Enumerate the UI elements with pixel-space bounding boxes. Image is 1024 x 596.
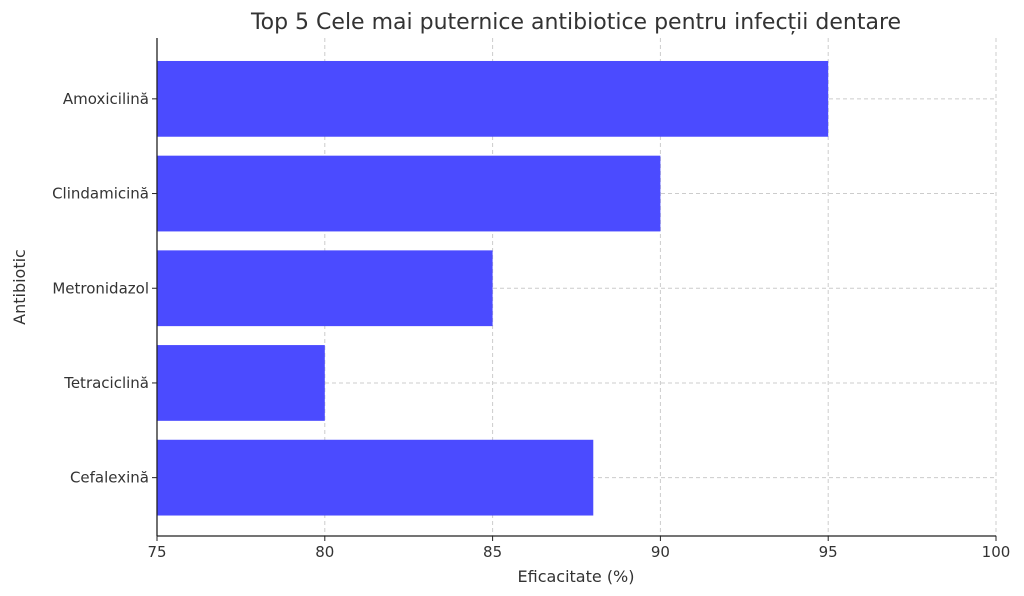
x-axis-label: Eficacitate (%) [518,567,635,586]
x-tick-label: 85 [483,543,502,561]
x-tick-label: 75 [147,543,166,561]
y-tick-label: Metronidazol [52,279,149,297]
y-tick-label: Cefalexină [70,469,149,487]
y-axis-label: Antibiotic [10,249,29,325]
x-tick-label: 80 [315,543,334,561]
bar [157,250,493,327]
bar [157,155,661,232]
x-tick-label: 95 [819,543,838,561]
bar [157,60,829,137]
bar [157,345,325,421]
chart-title: Top 5 Cele mai puternice antibiotice pen… [250,10,901,35]
bars [157,60,829,516]
x-tick-label: 90 [651,543,670,561]
y-tick-label: Tetraciclină [63,374,149,392]
x-tick-label: 100 [982,543,1011,561]
y-tick-label: Amoxicilină [63,90,149,108]
ticks: 75 80 85 90 95 100 Amoxicilină Clindamicină Metr… [52,90,1010,561]
axes [156,38,996,537]
y-tick-label: Clindamicină [52,185,149,203]
bar [157,439,594,516]
